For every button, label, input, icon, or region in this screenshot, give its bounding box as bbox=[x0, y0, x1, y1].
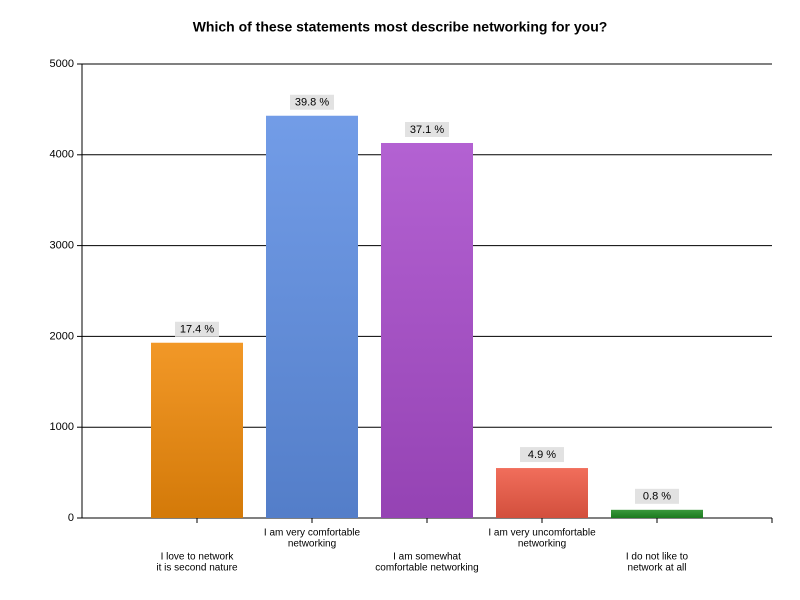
value-label-box bbox=[290, 94, 334, 110]
x-tick-label: networking bbox=[518, 539, 566, 550]
x-tick-label: I am very comfortable bbox=[264, 528, 361, 539]
x-tick-label: it is second nature bbox=[156, 563, 238, 574]
x-tick-label: I do not like to bbox=[626, 552, 689, 563]
value-label-box bbox=[175, 321, 219, 337]
value-label: 39.8 % bbox=[295, 97, 329, 109]
bar-shade bbox=[496, 468, 588, 518]
value-label: 4.9 % bbox=[528, 449, 556, 461]
value-label: 0.8 % bbox=[643, 491, 671, 503]
value-label-box bbox=[520, 447, 564, 463]
chart-title: Which of these statements most describe … bbox=[193, 19, 608, 35]
x-tick-label: I am very uncomfortable bbox=[488, 528, 596, 539]
x-tick-label: comfortable networking bbox=[375, 563, 478, 574]
y-tick-label: 2000 bbox=[50, 330, 74, 342]
bar-shade bbox=[381, 142, 473, 518]
x-tick-label: I am somewhat bbox=[393, 552, 461, 563]
y-tick-label: 4000 bbox=[50, 149, 74, 161]
x-tick-label: I love to network bbox=[161, 552, 235, 563]
y-tick-label: 0 bbox=[68, 512, 74, 524]
y-tick-label: 5000 bbox=[50, 58, 74, 70]
bar-shade bbox=[611, 509, 703, 518]
x-tick-label: network at all bbox=[628, 563, 687, 574]
y-tick-label: 3000 bbox=[50, 240, 74, 252]
x-tick-label: networking bbox=[288, 539, 336, 550]
value-label-box bbox=[635, 488, 679, 504]
y-tick-label: 1000 bbox=[50, 421, 74, 433]
value-label: 17.4 % bbox=[180, 324, 214, 336]
value-label-box bbox=[405, 121, 449, 137]
value-label: 37.1 % bbox=[410, 124, 444, 136]
bar-shade bbox=[266, 115, 358, 519]
bar-shade bbox=[151, 342, 243, 518]
